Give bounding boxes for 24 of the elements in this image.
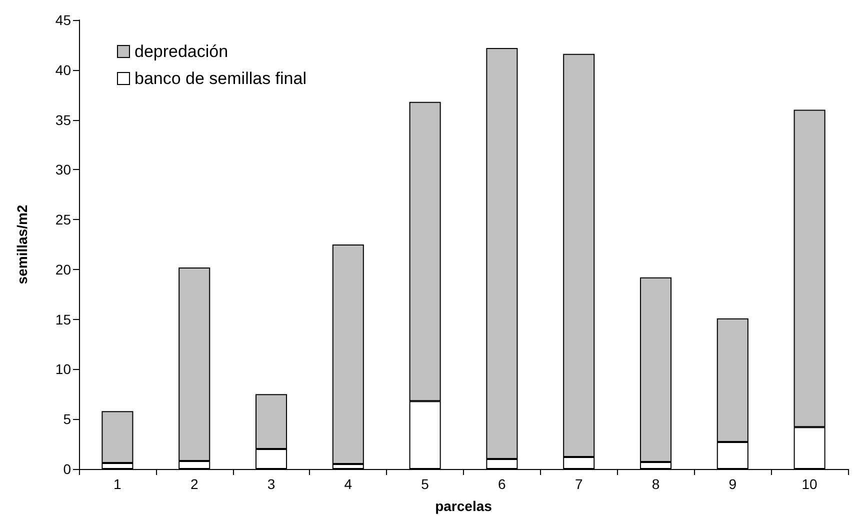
y-tick-label: 5 (63, 411, 72, 428)
y-axis-title: semillas/m2 (14, 204, 30, 284)
legend-label: depredación (134, 42, 228, 61)
x-tick-label: 2 (190, 476, 198, 492)
x-tick-label: 3 (267, 476, 276, 492)
y-tick-label: 45 (55, 12, 72, 28)
y-tick-label: 25 (55, 212, 72, 228)
y-tick-label: 30 (55, 162, 72, 178)
x-tick-label: 1 (114, 476, 122, 492)
y-tick-label: 10 (55, 361, 72, 378)
x-axis-title: parcelas (435, 498, 492, 514)
x-tick-label: 8 (652, 476, 660, 492)
y-tick-label: 20 (55, 261, 72, 278)
legend-label: banco de semillas final (134, 69, 306, 88)
y-tick-label: 0 (63, 461, 72, 477)
y-tick-label: 35 (55, 112, 72, 128)
x-tick-label: 10 (802, 476, 818, 492)
x-tick-label: 7 (574, 476, 583, 492)
x-tick-label: 6 (498, 476, 506, 492)
x-tick-label: 5 (421, 476, 430, 492)
x-tick-label: 9 (728, 476, 737, 492)
y-tick-label: 40 (55, 62, 72, 78)
y-tick-label: 15 (55, 311, 72, 328)
x-tick-label: 4 (344, 476, 352, 492)
